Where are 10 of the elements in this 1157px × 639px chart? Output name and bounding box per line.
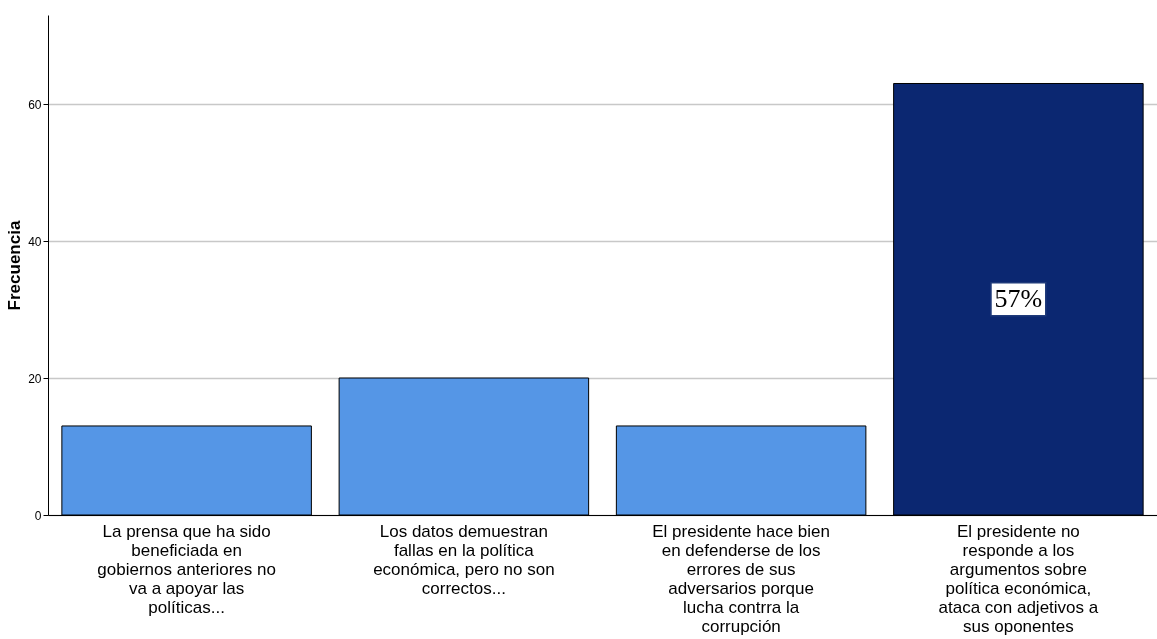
y-tick-label: 20 (28, 371, 42, 386)
annotation: 57% (994, 284, 1043, 314)
y-tick-label: 60 (28, 97, 42, 112)
x-tick-label: Los datos demuestran fallas en la política económica, pero no son correctos... (373, 521, 555, 598)
x-tick-label: El presidente hace bien en defenderse de los errores de sus adversarios porque lucha contrra la corrupción (652, 521, 830, 636)
y-tick-label: 40 (28, 234, 42, 249)
x-tick-label: El presidente no responde a los argumentos sobre política económica, ataca con adjetivos a sus oponentes (938, 521, 1099, 636)
x-tick-label: La prensa que ha sido beneficiada en gobiernos anteriores no va a apoyar las políticas... (97, 521, 276, 617)
y-axis-title: Frecuencia (5, 220, 25, 311)
y-tick-label: 0 (34, 508, 42, 523)
